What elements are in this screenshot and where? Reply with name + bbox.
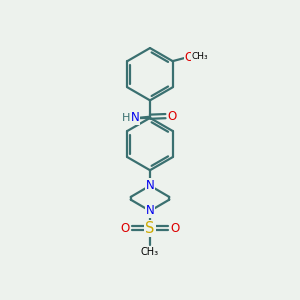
Text: CH₃: CH₃ <box>141 247 159 257</box>
Text: O: O <box>167 110 177 123</box>
Text: H: H <box>122 112 130 123</box>
Text: O: O <box>120 222 130 235</box>
Text: O: O <box>170 222 180 235</box>
Text: N: N <box>130 111 139 124</box>
Text: S: S <box>145 221 155 236</box>
Text: O: O <box>185 51 194 64</box>
Text: CH₃: CH₃ <box>191 52 208 61</box>
Text: N: N <box>146 179 154 192</box>
Text: N: N <box>146 204 154 218</box>
